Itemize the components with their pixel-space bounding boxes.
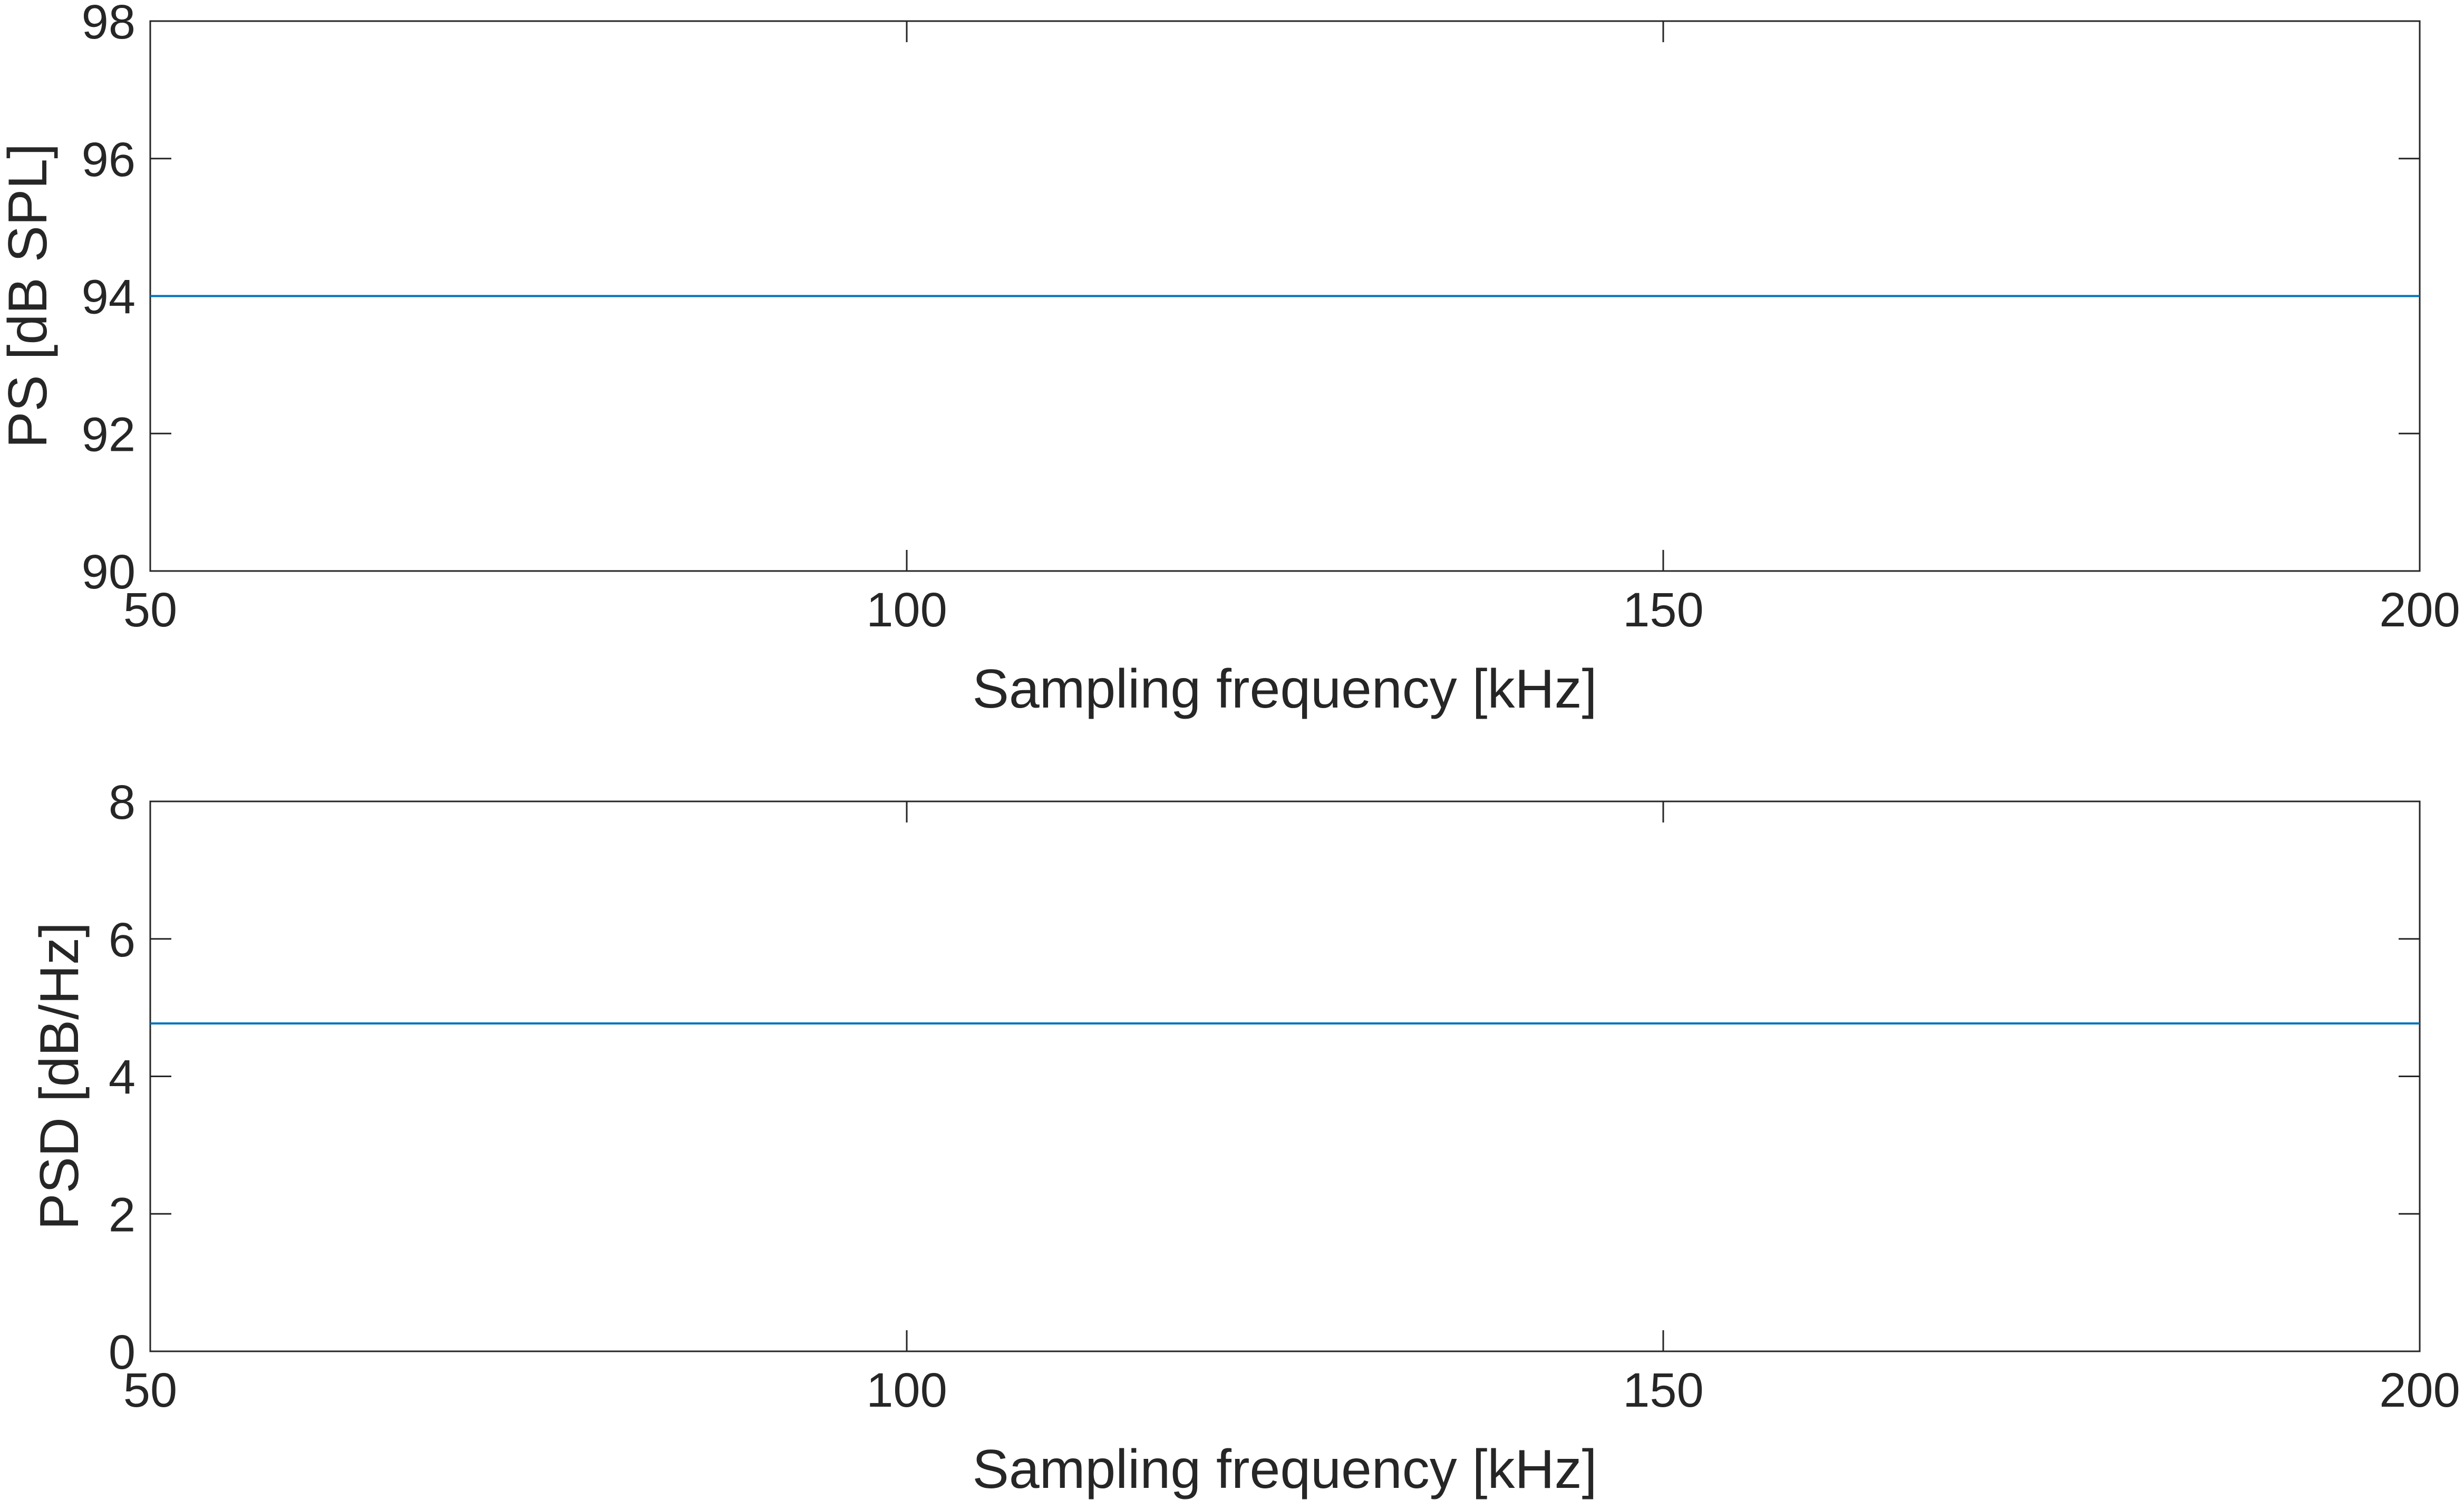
ps-x-tick-label: 150 — [1623, 583, 1704, 637]
ps-x-axis-label: Sampling frequency [kHz] — [973, 659, 1597, 720]
psd-x-tick-label: 150 — [1623, 1363, 1704, 1417]
psd-y-tick-label: 4 — [109, 1051, 135, 1105]
psd-x-tick-label: 50 — [123, 1363, 177, 1417]
psd-y-tick-label: 6 — [109, 913, 135, 967]
ps-x-tick-label: 100 — [866, 583, 947, 637]
ps-x-tick-label: 200 — [2379, 583, 2460, 637]
ps-x-tick-label: 50 — [123, 583, 177, 637]
psd-x-ticks: 50 100 150 200 — [123, 801, 2460, 1417]
ps-y-tick-label: 98 — [82, 0, 135, 49]
psd-y-axis-label: PSD [dB/Hz] — [29, 922, 90, 1230]
ps-y-ticks: 90 92 94 96 98 — [82, 0, 2420, 599]
ps-y-axis-label: PS [dB SPL] — [0, 143, 59, 448]
ps-y-tick-label: 94 — [82, 270, 135, 324]
psd-x-tick-label: 200 — [2379, 1363, 2460, 1417]
psd-plot-frame — [149, 800, 2421, 1352]
psd-y-tick-label: 8 — [109, 776, 135, 829]
psd-y-tick-label: 2 — [109, 1188, 135, 1242]
psd-x-axis-label: Sampling frequency [kHz] — [973, 1439, 1597, 1500]
psd-chart-panel: 50 100 150 200 0 2 4 6 8 Sampling frequency [kH… — [29, 776, 2460, 1500]
ps-y-tick-label: 96 — [82, 133, 135, 187]
psd-y-tick-label: 0 — [109, 1325, 135, 1379]
ps-y-tick-label: 92 — [82, 408, 135, 461]
ps-y-tick-label: 90 — [82, 545, 135, 599]
psd-x-tick-label: 100 — [866, 1363, 947, 1417]
ps-x-ticks: 50 100 150 200 — [123, 21, 2460, 637]
psd-y-ticks: 0 2 4 6 8 — [109, 776, 2420, 1379]
ps-chart-panel: 50 100 150 200 90 92 94 96 98 Sampling frequenc… — [0, 0, 2460, 720]
